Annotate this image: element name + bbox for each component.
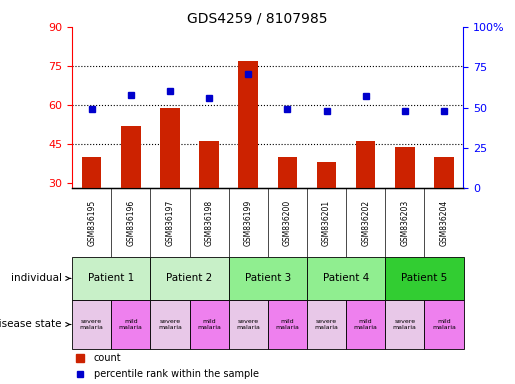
Bar <box>356 141 375 188</box>
Text: GSM836197: GSM836197 <box>165 200 175 246</box>
Bar <box>150 300 190 349</box>
Bar <box>238 61 258 188</box>
Bar <box>199 141 219 188</box>
Bar <box>229 257 307 300</box>
Bar <box>307 257 385 300</box>
Text: count: count <box>94 353 121 363</box>
Bar <box>160 108 180 188</box>
Text: severe
malaria: severe malaria <box>393 319 417 330</box>
Bar <box>278 157 297 188</box>
Bar <box>434 157 454 188</box>
Bar <box>268 300 307 349</box>
Text: Patient 1: Patient 1 <box>88 273 134 283</box>
Text: GSM836195: GSM836195 <box>87 200 96 246</box>
Text: severe
malaria: severe malaria <box>158 319 182 330</box>
Bar <box>395 147 415 188</box>
Bar <box>111 300 150 349</box>
Bar <box>385 300 424 349</box>
Text: GSM836204: GSM836204 <box>439 200 449 246</box>
Text: GSM836203: GSM836203 <box>400 200 409 246</box>
Text: GSM836202: GSM836202 <box>361 200 370 246</box>
Text: severe
malaria: severe malaria <box>236 319 260 330</box>
Bar <box>190 300 229 349</box>
Text: mild
malaria: mild malaria <box>119 319 143 330</box>
Bar <box>317 162 336 188</box>
Text: mild
malaria: mild malaria <box>354 319 377 330</box>
Bar <box>229 300 268 349</box>
Bar <box>82 157 101 188</box>
Text: Patient 4: Patient 4 <box>323 273 369 283</box>
Bar <box>385 257 464 300</box>
Text: GSM836198: GSM836198 <box>204 200 214 246</box>
Bar <box>121 126 141 188</box>
Text: individual: individual <box>11 273 62 283</box>
Bar <box>346 300 385 349</box>
Text: Patient 5: Patient 5 <box>401 273 448 283</box>
Text: mild
malaria: mild malaria <box>197 319 221 330</box>
Text: Patient 2: Patient 2 <box>166 273 213 283</box>
Bar <box>72 257 150 300</box>
Text: disease state: disease state <box>0 319 62 329</box>
FancyArrowPatch shape <box>66 323 71 326</box>
Text: GSM836200: GSM836200 <box>283 200 292 246</box>
Bar <box>424 300 464 349</box>
Bar <box>150 257 229 300</box>
Text: mild
malaria: mild malaria <box>432 319 456 330</box>
Bar <box>307 300 346 349</box>
Text: GSM836201: GSM836201 <box>322 200 331 246</box>
Text: percentile rank within the sample: percentile rank within the sample <box>94 369 259 379</box>
Text: GSM836196: GSM836196 <box>126 200 135 246</box>
Text: severe
malaria: severe malaria <box>80 319 104 330</box>
FancyArrowPatch shape <box>66 276 71 280</box>
Text: mild
malaria: mild malaria <box>276 319 299 330</box>
Text: severe
malaria: severe malaria <box>315 319 338 330</box>
Bar <box>72 300 111 349</box>
Text: GSM836199: GSM836199 <box>244 200 253 246</box>
Text: Patient 3: Patient 3 <box>245 273 291 283</box>
Text: GDS4259 / 8107985: GDS4259 / 8107985 <box>187 12 328 25</box>
